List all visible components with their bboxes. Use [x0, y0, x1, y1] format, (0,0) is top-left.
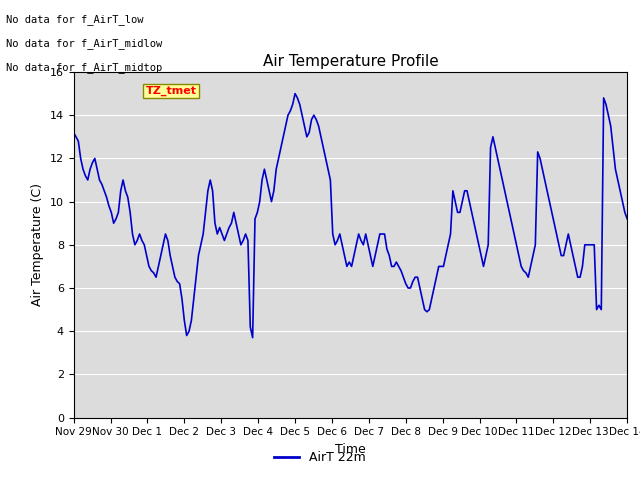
Y-axis label: Air Temperature (C): Air Temperature (C) [31, 183, 44, 306]
Text: No data for f_AirT_midlow: No data for f_AirT_midlow [6, 38, 163, 49]
Text: TZ_tmet: TZ_tmet [145, 86, 196, 96]
Text: No data for f_AirT_midtop: No data for f_AirT_midtop [6, 62, 163, 73]
Text: No data for f_AirT_low: No data for f_AirT_low [6, 14, 144, 25]
X-axis label: Time: Time [335, 443, 366, 456]
Title: Air Temperature Profile: Air Temperature Profile [262, 54, 438, 70]
Legend: AirT 22m: AirT 22m [269, 446, 371, 469]
